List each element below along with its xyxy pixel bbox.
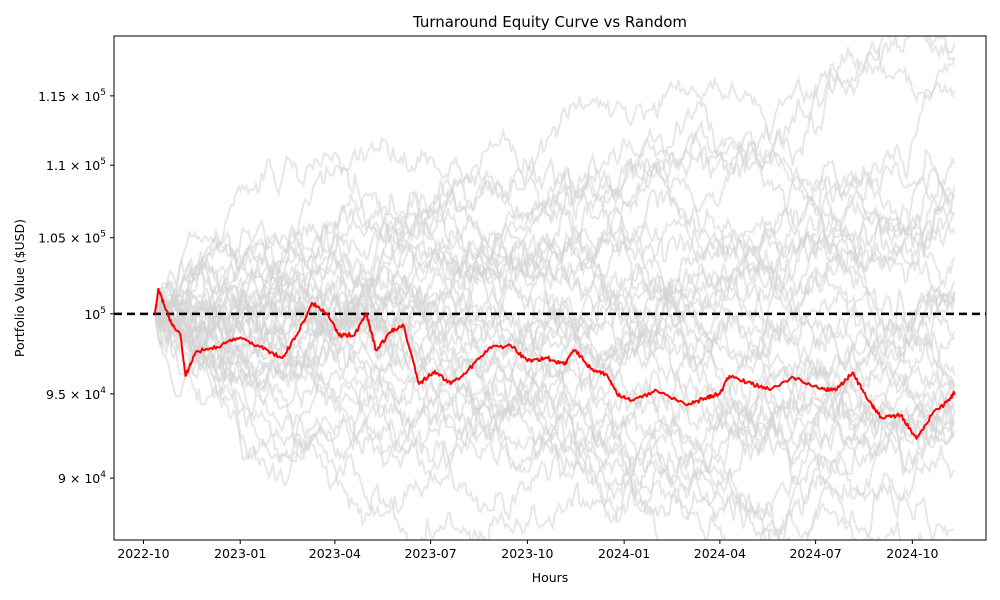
random-series-line: [154, 263, 956, 485]
random-series-line: [154, 267, 956, 451]
x-tick-label: 2023-01: [214, 546, 266, 561]
random-series-line: [154, 237, 956, 505]
x-axis: 2022-10 2023-01 2023-04 2023-07 2023-10 2024-…: [117, 540, 939, 561]
x-tick-label: 2023-07: [404, 546, 456, 561]
x-tick-label: 2023-10: [501, 546, 553, 561]
random-series-line: [154, 58, 956, 365]
y-tick-label: 1.1 × 105: [46, 157, 106, 173]
random-series-line: [154, 293, 956, 540]
x-tick-label: 2024-10: [886, 546, 938, 561]
y-tick-label: 9 × 104: [58, 470, 106, 486]
x-tick-label: 2023-04: [309, 546, 361, 561]
y-tick-label: 1.15 × 105: [38, 88, 106, 104]
random-series-line: [154, 307, 667, 540]
random-series-line: [154, 36, 956, 318]
random-series-line: [154, 175, 955, 375]
plot-frame: [113, 35, 987, 541]
x-axis-label: Hours: [532, 570, 569, 585]
chart-title: Turnaround Equity Curve vs Random: [412, 13, 687, 31]
random-series-line: [154, 287, 955, 429]
x-tick-label: 2024-04: [694, 546, 746, 561]
random-series-line: [154, 118, 955, 315]
random-series-line: [154, 240, 956, 486]
x-tick-label: 2022-10: [117, 546, 169, 561]
y-axis-label: Portfolio Value ($USD): [12, 219, 27, 357]
y-tick-label: 9.5 × 104: [46, 386, 106, 402]
random-series-line: [154, 147, 956, 411]
random-series-line: [154, 279, 956, 393]
x-tick-label: 2024-07: [789, 546, 841, 561]
y-tick-label: 1.05 × 105: [38, 230, 106, 246]
strategy-series-line: [154, 287, 956, 440]
random-series-line: [154, 235, 956, 386]
random-series-line: [154, 202, 955, 382]
random-series-line: [154, 249, 955, 528]
strategy-series-group: [154, 287, 956, 440]
random-series-group: [154, 36, 956, 540]
x-tick-label: 2024-01: [598, 546, 650, 561]
